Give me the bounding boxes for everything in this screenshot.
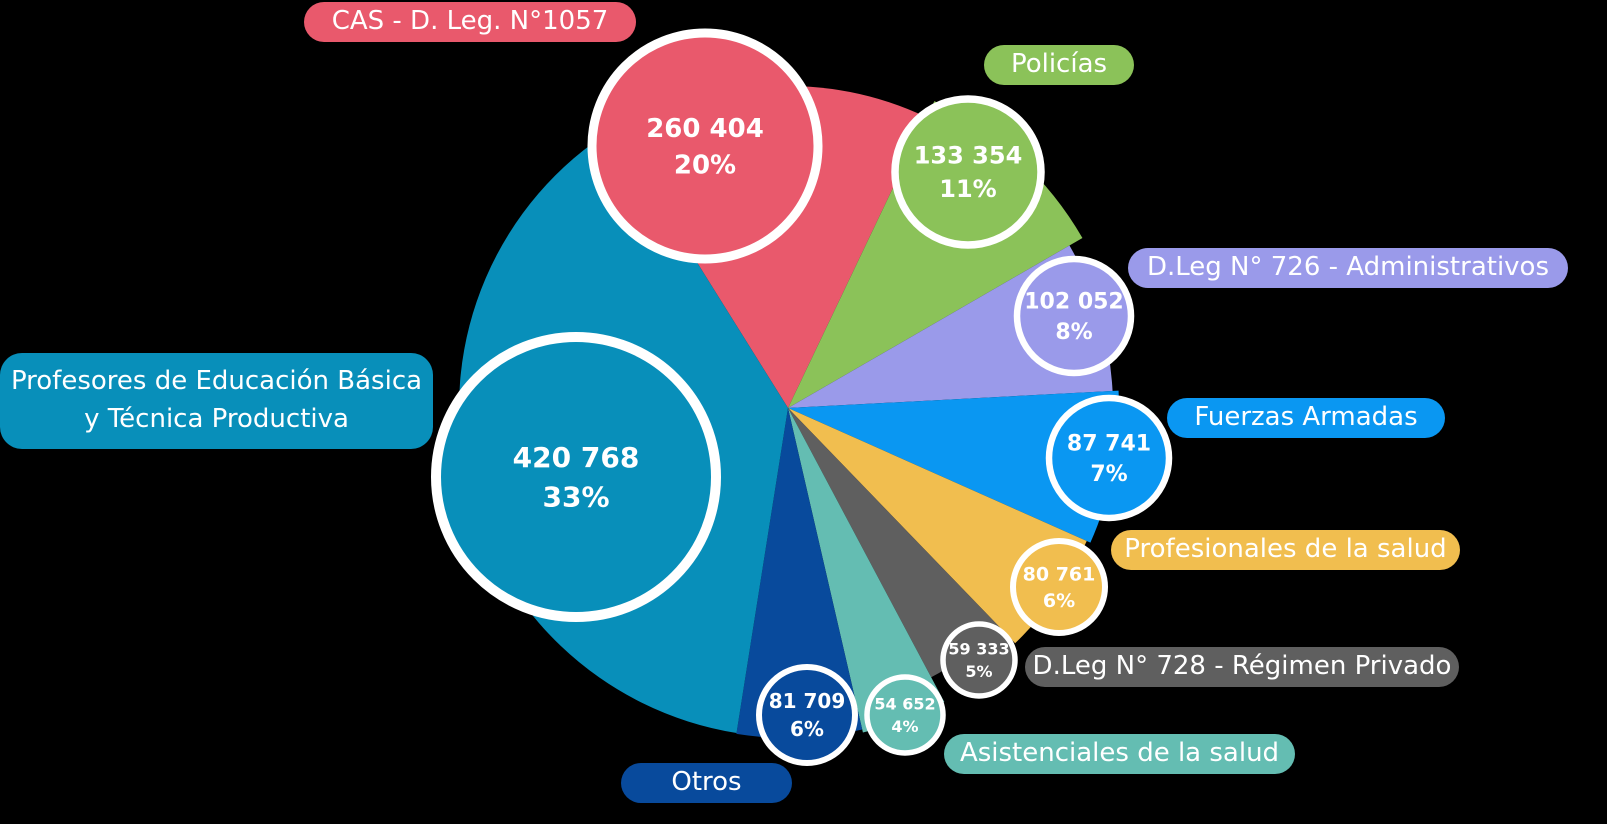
value-bubble-policias: 133 354 11% — [891, 95, 1045, 249]
bubble-circle — [587, 28, 823, 264]
category-label-policias: Policías — [984, 45, 1134, 85]
bubble-circle — [1010, 538, 1108, 636]
data-label-value: 133 354 — [914, 142, 1023, 170]
data-label-percent: 33% — [542, 480, 609, 513]
category-label-profesores: Profesores de Educación Básica y Técnica … — [0, 353, 433, 449]
category-label-profsalud: Profesionales de la salud — [1111, 530, 1460, 570]
bubble-circle — [1013, 255, 1135, 377]
data-label-value: 420 768 — [513, 441, 640, 474]
category-label-text: Asistenciales de la salud — [959, 738, 1280, 769]
value-bubble-cas: 260 404 20% — [587, 28, 823, 264]
bubble-circle — [940, 621, 1018, 699]
bubble-circle — [891, 95, 1045, 249]
category-label-dleg726: D.Leg N° 726 - Administrativos — [1128, 248, 1568, 288]
category-label-text: Policías — [1010, 49, 1108, 80]
data-label-percent: 7% — [1090, 462, 1127, 487]
category-label-text: CAS - D. Leg. N°1057 — [331, 6, 609, 37]
data-label-percent: 11% — [939, 175, 996, 203]
category-label-cas: CAS - D. Leg. N°1057 — [304, 2, 636, 42]
data-label-value: 59 333 — [948, 639, 1009, 658]
category-label-text: Profesionales de la salud — [1124, 534, 1447, 565]
data-label-percent: 5% — [965, 662, 992, 681]
pie-slice-asistsalud — [788, 408, 945, 733]
bubble-circle — [431, 332, 721, 622]
pie-slice-dleg728 — [788, 408, 1000, 678]
value-bubble-dleg728: 59 333 5% — [940, 621, 1018, 699]
category-label-text: Otros — [671, 767, 742, 798]
bubble-circle — [756, 664, 858, 766]
data-label-value: 81 709 — [769, 689, 846, 713]
category-label-otros: Otros — [621, 763, 792, 803]
value-bubble-ffaa: 87 741 7% — [1045, 394, 1173, 522]
data-label-value: 260 404 — [646, 114, 764, 144]
data-label-percent: 6% — [1043, 590, 1075, 612]
value-bubble-profsalud: 80 761 6% — [1010, 538, 1108, 636]
value-bubbles: 260 404 20% 133 354 11% 102 052 8% 87 741 7% 80 … — [431, 28, 1173, 766]
bubble-circle — [864, 674, 946, 756]
data-label-percent: 20% — [674, 150, 736, 180]
pie-slice-otros — [736, 408, 863, 738]
pie-slice-ffaa — [788, 390, 1119, 543]
data-label-value: 102 052 — [1024, 289, 1124, 314]
category-label-line: y Técnica Productiva — [84, 404, 349, 434]
category-label-text: D.Leg N° 726 - Administrativos — [1146, 252, 1550, 283]
category-label-text: Profesores de Educación Básica y Técnica … — [11, 363, 422, 438]
category-label-text: Fuerzas Armadas — [1194, 402, 1418, 433]
data-label-value: 80 761 — [1023, 563, 1096, 585]
bubble-circle — [1045, 394, 1173, 522]
data-label-value: 87 741 — [1067, 431, 1151, 456]
value-bubble-otros: 81 709 6% — [756, 664, 858, 766]
category-label-dleg728: D.Leg N° 728 - Régimen Privado — [1025, 647, 1459, 687]
category-label-asistsalud: Asistenciales de la salud — [944, 734, 1295, 774]
data-label-percent: 6% — [790, 717, 824, 741]
data-label-value: 54 652 — [874, 694, 935, 713]
value-bubble-asistsalud: 54 652 4% — [864, 674, 946, 756]
value-bubble-dleg726: 102 052 8% — [1013, 255, 1135, 377]
data-label-percent: 4% — [891, 717, 918, 736]
category-label-text: D.Leg N° 728 - Régimen Privado — [1032, 651, 1452, 682]
category-label-ffaa: Fuerzas Armadas — [1167, 398, 1445, 438]
value-bubble-profesores: 420 768 33% — [431, 332, 721, 622]
data-label-percent: 8% — [1055, 320, 1092, 345]
category-label-line: Profesores de Educación Básica — [10, 366, 423, 397]
